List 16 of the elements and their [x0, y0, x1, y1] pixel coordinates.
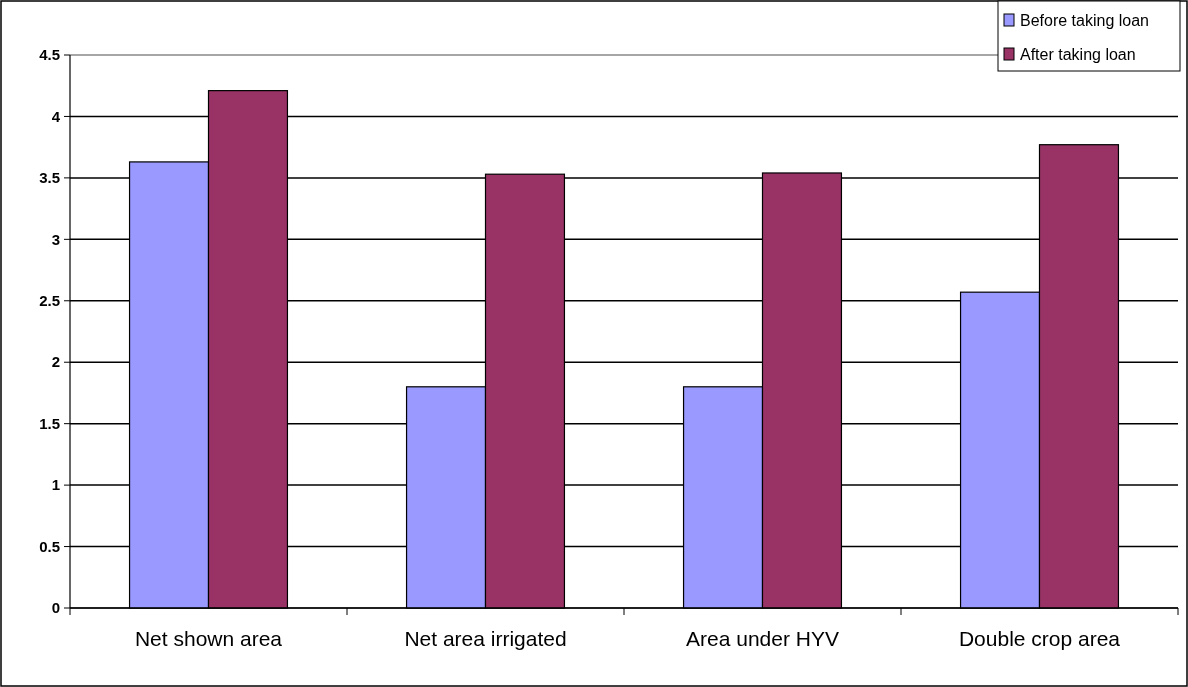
y-tick-label: 1.5 — [39, 414, 60, 432]
legend-label: After taking loan — [1020, 45, 1136, 63]
y-tick-label: 0.5 — [39, 537, 60, 555]
x-tick-label: Net shown area — [134, 627, 283, 650]
y-tick-label: 4 — [51, 107, 61, 125]
x-tick-label: Area under HYV — [686, 627, 839, 650]
y-tick-label: 2.5 — [39, 292, 60, 310]
y-tick-label: 2 — [51, 353, 60, 371]
x-tick-label: Net area irrigated — [404, 627, 567, 650]
y-tick-label: 3 — [51, 230, 60, 248]
y-tick-label: 4.5 — [39, 46, 60, 64]
y-tick-label: 1 — [51, 476, 60, 494]
legend-label: Before taking loan — [1020, 11, 1149, 29]
y-tick-label: 0 — [51, 599, 60, 617]
x-tick-label: Double crop area — [958, 627, 1121, 650]
y-tick-label: 3.5 — [39, 169, 60, 187]
